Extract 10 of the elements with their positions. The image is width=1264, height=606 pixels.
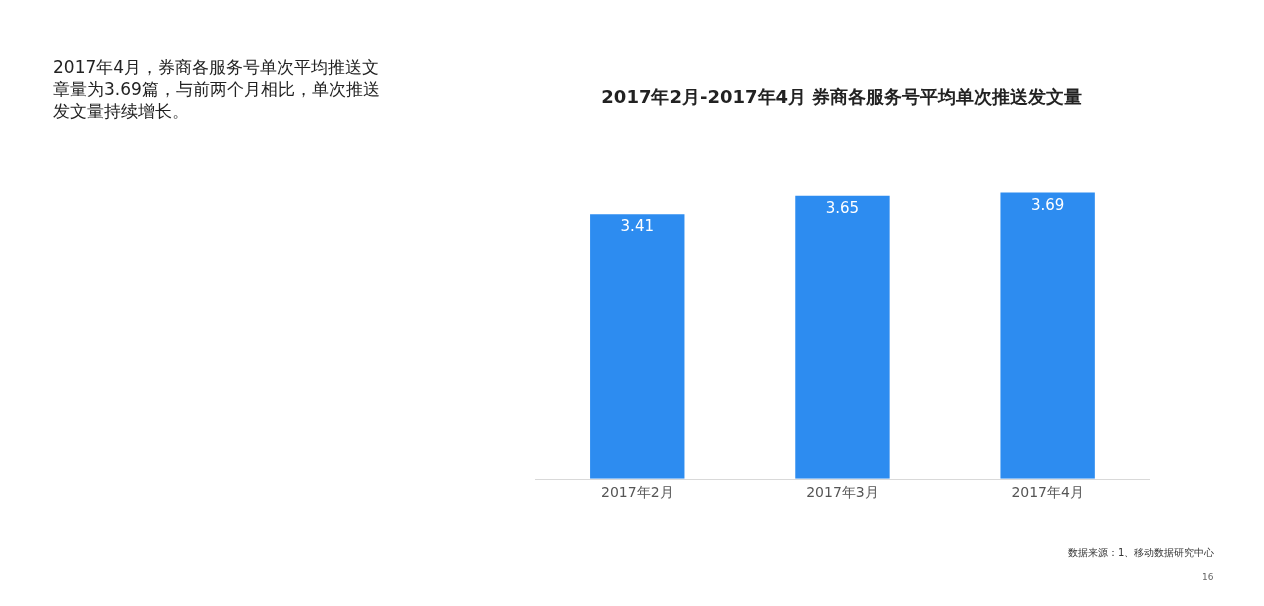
- x-tick-label: 2017年3月: [806, 483, 879, 500]
- data-label: 3.41: [620, 217, 654, 236]
- text: 16: [1202, 572, 1214, 582]
- x-tick-label: 2017年2月: [600, 483, 674, 500]
- source-note: 数据来源：1、移动数据研究中心: [1068, 547, 1215, 558]
- chart-title: 2017年2月-2017年4月 券商各服务号平均单次推送发文量: [601, 86, 1083, 108]
- data-label: 3.69: [1030, 195, 1065, 214]
- data-label: 3.65: [825, 198, 860, 217]
- text: 2017年4月，券商各服务号单次平均推送文章量为3.69篇，与前两个月相比，单次推送发文量持续增长。: [53, 57, 380, 122]
- x-tick-label: 2017年4月: [1011, 483, 1084, 500]
